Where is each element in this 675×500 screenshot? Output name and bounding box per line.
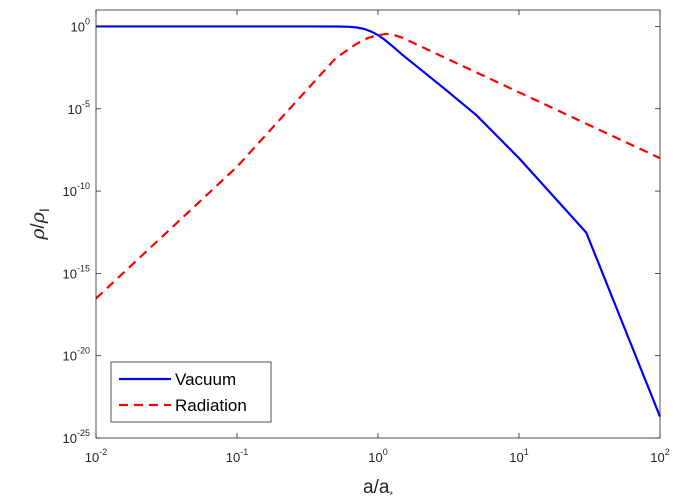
x-axis-label-main: a/a	[363, 477, 390, 498]
x-tick-label: 102	[650, 447, 669, 465]
x-tick-label: 10-1	[226, 447, 248, 465]
y-tick-label: 10-20	[63, 346, 90, 364]
ticks-layer: 10-2 10-1 100 101 102 100 10-5 10-10 10-15 10-20 1…	[63, 10, 670, 465]
y-tick-label: 10-5	[68, 99, 90, 117]
y-tick-label: 10-10	[63, 181, 90, 199]
x-axis-label: a/a*	[363, 477, 393, 500]
y-axis-label: ρ/ρI	[27, 208, 52, 241]
x-tick-label: 100	[368, 447, 387, 465]
x-axis-label-sub: *	[389, 490, 393, 500]
legend-label-vacuum: Vacuum	[175, 370, 236, 389]
y-tick-label: 10-15	[63, 263, 90, 281]
legend-label-radiation: Radiation	[175, 396, 247, 415]
series-layer	[95, 25, 662, 417]
series-line-vacuum	[96, 25, 662, 417]
series-line-radiation	[95, 32, 661, 300]
x-tick-label: 101	[509, 447, 528, 465]
y-axis-label-rho: ρ	[27, 228, 49, 241]
y-tick-label: 10-25	[63, 428, 90, 446]
legend: Vacuum Radiation	[110, 361, 272, 423]
legend-box	[110, 361, 272, 423]
y-axis-label-sub: I	[36, 208, 52, 212]
y-axis-label-rho2: ρ	[27, 211, 49, 224]
y-tick-label: 100	[71, 16, 90, 34]
x-tick-label: 10-2	[85, 447, 107, 465]
y-axis-label-slash: /	[28, 223, 49, 229]
